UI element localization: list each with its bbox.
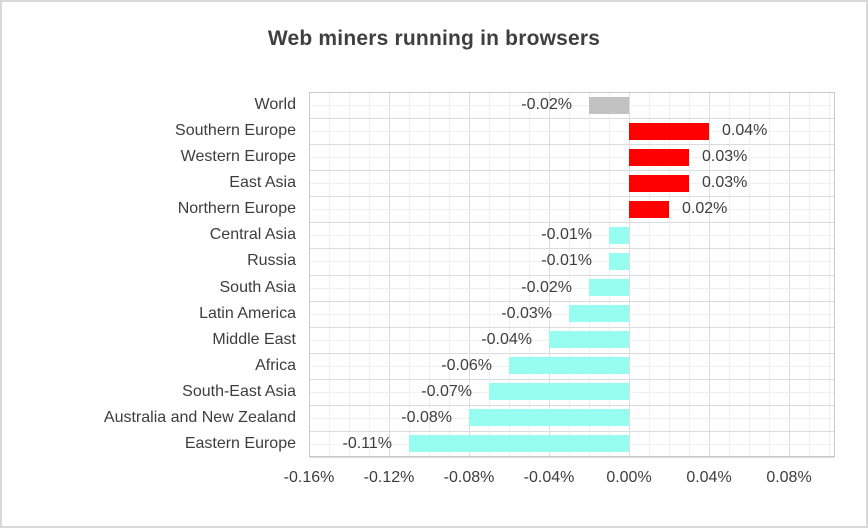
bar-latin-america [569,305,629,323]
major-gridline-h [309,352,835,354]
bar-northern-europe [629,200,669,218]
category-label: South-East Asia [182,382,296,400]
minor-gridline-h [309,105,835,107]
x-axis-tick-label: -0.12% [363,469,415,486]
x-axis-tick-label: 0.04% [686,469,732,486]
value-label: 0.03% [702,174,748,192]
category-label: Australia and New Zealand [103,408,296,426]
minor-gridline-h [309,209,835,211]
value-label: -0.01% [541,252,592,270]
value-label: -0.02% [521,96,572,113]
x-axis-tick-label: -0.16% [283,469,335,486]
value-label: -0.08% [401,408,452,426]
category-label: Central Asia [209,226,296,244]
x-axis-tick-label: -0.08% [443,469,495,486]
minor-gridline-h [309,157,835,159]
major-gridline-h [309,300,835,302]
category-label: Latin America [199,304,296,322]
major-gridline-h [309,326,835,328]
chart-title: Web miners running in browsers [267,27,601,50]
major-gridline-h [309,196,835,198]
major-gridline-h [309,118,835,120]
major-gridline-h [309,222,835,224]
value-label: 0.02% [682,200,728,218]
major-gridline-h [309,457,835,458]
bar-world [589,96,629,114]
bar-south-asia [589,279,629,297]
value-label: -0.01% [541,226,592,244]
bar-eastern-europe [409,435,629,453]
category-label: Middle East [212,330,296,348]
bar-western-europe [629,148,689,166]
minor-gridline-h [309,235,835,237]
minor-gridline-h [309,183,835,185]
x-axis-tick-label: 0.08% [766,469,812,486]
value-label: -0.06% [441,356,492,374]
major-gridline-h [309,378,835,380]
minor-gridline-h [309,261,835,263]
bar-middle-east [549,331,629,349]
minor-gridline-h [309,287,835,289]
major-gridline-h [309,92,835,93]
bar-russia [609,252,629,270]
category-label: Africa [255,356,296,374]
value-label: -0.03% [501,304,552,322]
value-label: 0.03% [702,148,748,166]
value-label: -0.04% [481,330,532,348]
category-label: Southern Europe [175,122,296,140]
major-gridline-h [309,430,835,432]
bar-east-asia [629,174,689,192]
major-gridline-h [309,404,835,406]
bar-central-asia [609,226,629,244]
category-label: Northern Europe [177,200,296,218]
major-gridline-h [309,170,835,172]
category-label: World [254,96,297,113]
value-label: -0.11% [342,434,392,452]
major-gridline-h [309,144,835,146]
value-label: 0.04% [722,122,768,140]
bar-australia-and-new-zealand [469,409,629,427]
category-label: East Asia [229,174,296,192]
x-axis-tick-label: 0.00% [606,469,652,486]
minor-gridline-h [309,131,835,133]
value-label: -0.07% [421,382,472,400]
category-label: South Asia [219,278,297,296]
value-label: -0.02% [521,278,572,296]
x-axis-tick-label: -0.04% [523,469,575,486]
category-label: Russia [247,252,296,270]
bar-africa [509,357,629,375]
category-label: Western Europe [180,148,296,166]
major-gridline-h [309,248,835,250]
major-gridline-h [309,274,835,276]
category-label: Eastern Europe [184,434,296,452]
bar-southern-europe [629,122,709,140]
bar-south-east-asia [489,383,629,401]
